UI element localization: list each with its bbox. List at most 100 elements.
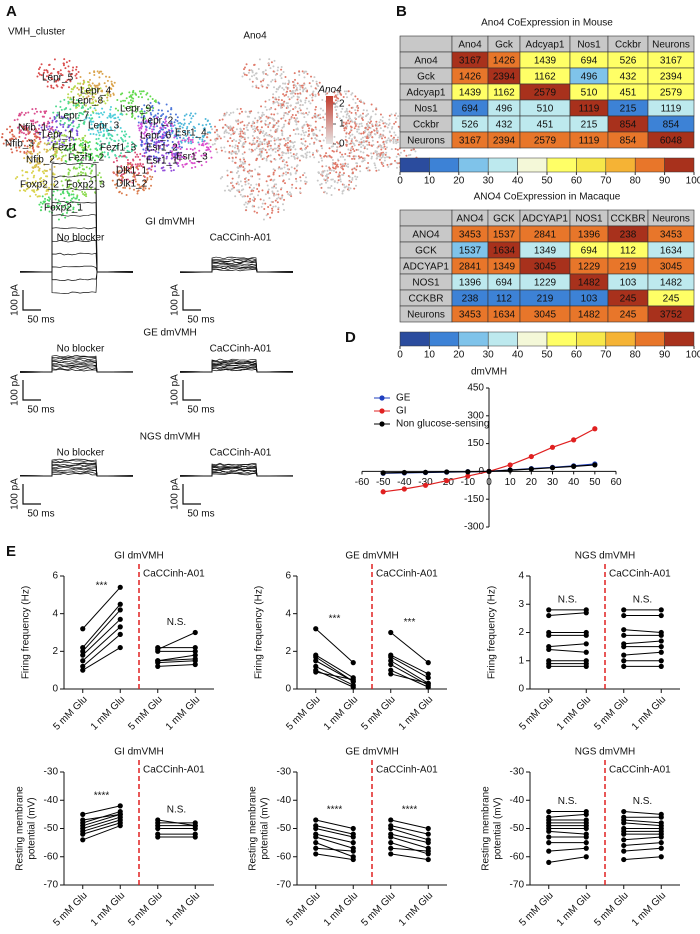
umap-dot	[110, 134, 113, 137]
umap-dot	[32, 120, 35, 123]
feature-dot	[368, 122, 371, 125]
feature-dot	[255, 126, 258, 129]
feature-dot	[251, 149, 254, 152]
umap-dot	[33, 112, 36, 115]
umap-dot	[61, 86, 64, 89]
point	[117, 601, 123, 607]
umap-dot	[151, 176, 154, 179]
point	[621, 652, 627, 658]
cell-value: 1482	[578, 310, 601, 321]
feature-dot	[243, 73, 246, 76]
feature-dot	[341, 192, 344, 195]
feature-dot	[303, 72, 306, 75]
feature-dot	[333, 95, 336, 98]
feature-dot	[291, 80, 294, 83]
umap-dot	[29, 144, 32, 147]
feature-dot	[351, 133, 354, 136]
feature-dot	[274, 147, 277, 150]
colorbar-tick-label: 10	[424, 350, 436, 361]
umap-dot	[90, 165, 93, 168]
feature-dot	[273, 139, 276, 142]
feature-dot	[284, 142, 287, 145]
umap-dot	[56, 114, 59, 117]
umap-dot	[161, 135, 164, 138]
umap-dot	[54, 152, 57, 155]
x-tick-label: 40	[568, 477, 580, 488]
feature-dot	[294, 148, 297, 151]
feature-dot	[270, 200, 273, 203]
feature-dot	[257, 190, 260, 193]
umap-dot	[48, 122, 51, 125]
umap-dot	[76, 151, 79, 154]
umap-dot	[58, 138, 61, 141]
point	[658, 840, 664, 846]
legend-label: GE	[396, 393, 411, 404]
umap-dot	[57, 70, 60, 73]
umap-dot	[141, 96, 144, 99]
umap-dot	[100, 156, 103, 159]
feature-dot	[231, 129, 234, 132]
feature-dot	[357, 143, 360, 146]
umap-dot	[29, 151, 32, 154]
point	[388, 845, 394, 851]
feature-dot	[229, 111, 232, 114]
point	[621, 641, 627, 647]
feature-dot	[354, 109, 357, 112]
feature-dot	[353, 167, 356, 170]
feature-dot	[211, 143, 214, 146]
point	[155, 646, 161, 653]
column-header: NOS1	[575, 214, 603, 225]
umap-dot	[38, 136, 41, 139]
umap-dot	[104, 102, 107, 105]
umap-dot	[69, 78, 72, 81]
scale-time: 50 ms	[27, 405, 54, 416]
cell-value: 3453	[660, 230, 683, 241]
feature-dot	[262, 113, 265, 116]
feature-dot	[294, 85, 297, 88]
umap-dot	[9, 125, 12, 128]
umap-dot	[72, 66, 75, 69]
cell-value: 1426	[459, 72, 482, 83]
umap-dot	[84, 149, 87, 152]
point	[313, 626, 319, 632]
umap-dot	[171, 131, 174, 134]
umap-dot	[33, 135, 36, 138]
umap-dot	[137, 95, 140, 98]
feature-dot	[303, 144, 306, 147]
feature-dot	[266, 145, 269, 148]
cluster-label: Foxp2_2	[20, 180, 59, 191]
umap-dot	[108, 132, 111, 135]
feature-dot	[270, 113, 273, 116]
feature-dot	[292, 153, 295, 156]
umap-dot	[82, 139, 85, 142]
umap-dot	[97, 88, 100, 91]
umap-dot	[24, 111, 27, 114]
feature-dot	[329, 186, 332, 189]
umap-dot	[74, 74, 77, 77]
feature-dot	[388, 156, 391, 159]
umap-dot	[48, 199, 51, 202]
feature-dot	[392, 136, 395, 139]
umap-dot	[54, 128, 57, 131]
umap-dot	[93, 159, 96, 162]
x-tick-label: -40	[397, 477, 412, 488]
feature-dot	[306, 90, 309, 93]
umap-dot	[26, 145, 29, 148]
umap-dot	[197, 123, 200, 126]
feature-dot	[276, 69, 279, 72]
umap-dot	[49, 117, 52, 120]
feature-dot	[293, 78, 296, 81]
column-header: CCKBR	[610, 214, 645, 225]
umap-dot	[116, 125, 119, 128]
umap-dot	[122, 105, 125, 108]
umap-dot	[90, 86, 93, 89]
umap-dot	[0, 136, 3, 139]
umap-dot	[48, 74, 51, 77]
scale-bar	[182, 380, 201, 401]
feature-dot	[333, 187, 336, 190]
umap-dot	[94, 99, 97, 102]
x-tick-label: 5 mM Glu	[284, 694, 322, 732]
umap-dot	[47, 128, 50, 131]
umap-dot	[41, 170, 44, 173]
x-tick-label: 1 mM Glu	[89, 890, 127, 928]
